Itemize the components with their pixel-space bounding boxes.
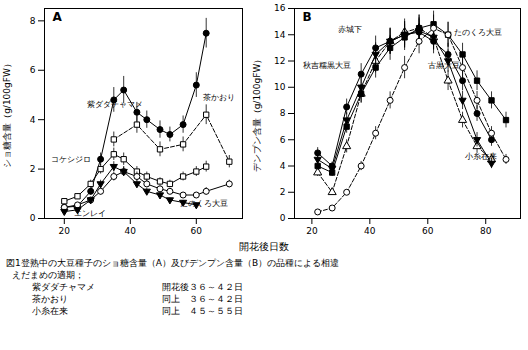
html-text:小糸在来: 小糸在来 xyxy=(32,306,68,316)
svg-text:たのくろ大豆: たのくろ大豆 xyxy=(180,199,228,208)
svg-text:6: 6 xyxy=(280,135,286,145)
svg-text:茶かおり: 茶かおり xyxy=(203,93,235,102)
svg-text:80: 80 xyxy=(480,226,492,236)
svg-text:40: 40 xyxy=(364,226,376,236)
svg-text:20: 20 xyxy=(59,226,71,236)
svg-text:B: B xyxy=(303,10,312,24)
svg-text:小糸在来: 小糸在来 xyxy=(465,152,497,161)
svg-text:4: 4 xyxy=(280,161,286,171)
svg-text:A: A xyxy=(53,10,63,24)
svg-text:40: 40 xyxy=(125,226,137,236)
html-text:同上 ４５～５５日: 同上 ４５～５５日 xyxy=(162,306,243,316)
html-text:えだまめの適期；: えだまめの適期； xyxy=(12,270,84,280)
svg-text:12: 12 xyxy=(274,56,285,66)
svg-text:16: 16 xyxy=(274,3,286,13)
svg-text:秋吉糯黒大豆: 秋吉糯黒大豆 xyxy=(303,61,351,70)
svg-text:8: 8 xyxy=(30,16,36,26)
html-text:紫ダダチャマメ: 紫ダダチャマメ xyxy=(32,282,95,292)
svg-text:赤城下: 赤城下 xyxy=(338,25,362,34)
svg-text:ショ糖含量（g/100gFW）: ショ糖含量（g/100gFW） xyxy=(2,59,12,168)
html-text:開花後日数: 開花後日数 xyxy=(239,241,289,252)
svg-text:4: 4 xyxy=(30,115,36,125)
svg-text:紫ダダチャマメ: 紫ダダチャマメ xyxy=(87,100,143,109)
svg-text:6: 6 xyxy=(30,65,36,75)
svg-text:0: 0 xyxy=(30,213,36,223)
svg-text:デンプン含量（g/100gFW）: デンプン含量（g/100gFW） xyxy=(252,55,262,173)
svg-text:2: 2 xyxy=(30,164,36,174)
svg-text:60: 60 xyxy=(422,226,434,236)
svg-text:14: 14 xyxy=(274,30,286,40)
html-text:開花後３６～４２日: 開花後３６～４２日 xyxy=(162,282,243,292)
svg-text:0: 0 xyxy=(280,213,286,223)
html-text:茶かおり: 茶かおり xyxy=(32,294,68,304)
svg-text:8: 8 xyxy=(280,108,286,118)
svg-text:20: 20 xyxy=(306,226,318,236)
html-text:図1登熟中の大豆種子のショ糖含量（A）及びデンプン含量（B）: 図1登熟中の大豆種子のショ糖含量（A）及びデンプン含量（B）の品種による相違 xyxy=(6,258,340,268)
svg-text:2: 2 xyxy=(280,187,286,197)
svg-text:10: 10 xyxy=(274,82,286,92)
html-text:同上 ３６～４２日: 同上 ３６～４２日 xyxy=(162,294,243,304)
svg-text:エンレイ: エンレイ xyxy=(74,209,106,218)
svg-text:たのくろ大豆: たのくろ大豆 xyxy=(454,28,502,37)
svg-text:古黒大豆: 古黒大豆 xyxy=(428,61,460,70)
svg-text:60: 60 xyxy=(191,226,203,236)
svg-text:コケシジロ: コケシジロ xyxy=(51,155,91,164)
